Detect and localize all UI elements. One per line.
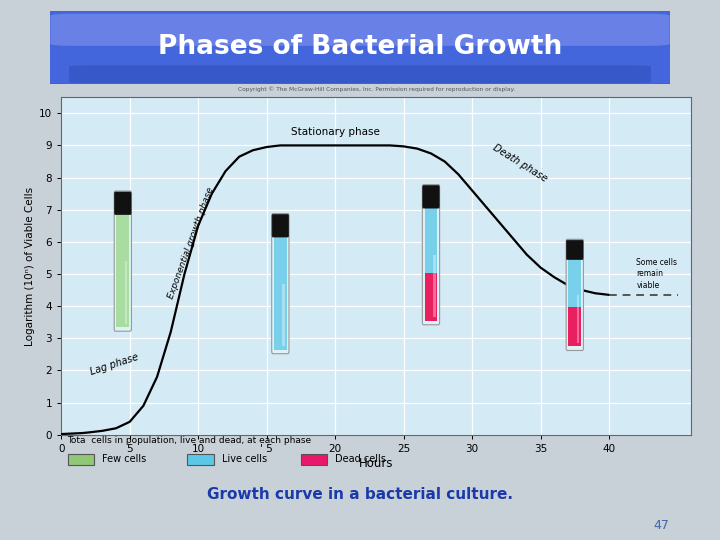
FancyBboxPatch shape (69, 65, 651, 83)
Text: Stationary phase: Stationary phase (291, 127, 379, 137)
Text: Some cells
remain
viable: Some cells remain viable (636, 258, 678, 291)
Text: Few cells: Few cells (102, 454, 146, 464)
Bar (568, 259, 581, 307)
Bar (282, 284, 285, 346)
Bar (274, 236, 287, 349)
Bar (433, 255, 436, 318)
Bar (125, 261, 127, 324)
Bar (68, 454, 94, 465)
Text: Live cells: Live cells (222, 454, 267, 464)
Text: Phases of Bacterial Growth: Phases of Bacterial Growth (158, 34, 562, 60)
Text: Lag phase: Lag phase (89, 352, 140, 377)
FancyBboxPatch shape (423, 185, 440, 325)
FancyBboxPatch shape (423, 186, 439, 208)
Bar (301, 454, 327, 465)
Bar (425, 273, 438, 321)
FancyBboxPatch shape (272, 214, 289, 237)
FancyBboxPatch shape (114, 192, 131, 214)
Text: Tota  cells in population, live and dead, at each phase: Tota cells in population, live and dead,… (68, 436, 312, 445)
Bar (568, 307, 581, 346)
Bar (117, 213, 130, 327)
Text: 47: 47 (654, 519, 670, 532)
Text: Copyright © The McGraw-Hill Companies, Inc. Permission required for reproduction: Copyright © The McGraw-Hill Companies, I… (238, 86, 515, 92)
FancyBboxPatch shape (13, 6, 707, 88)
Bar (187, 454, 214, 465)
Bar (577, 295, 580, 343)
Text: Exponential growth phase: Exponential growth phase (167, 186, 216, 300)
FancyBboxPatch shape (114, 191, 132, 331)
Bar (425, 207, 438, 273)
Text: Death phase: Death phase (491, 143, 549, 184)
Text: Dead cells: Dead cells (336, 454, 386, 464)
Y-axis label: Logarithm (10ⁿ) of Viable Cells: Logarithm (10ⁿ) of Viable Cells (25, 186, 35, 346)
FancyBboxPatch shape (50, 14, 670, 46)
Text: Growth curve in a bacterial culture.: Growth curve in a bacterial culture. (207, 487, 513, 502)
X-axis label: Hours: Hours (359, 456, 393, 469)
FancyBboxPatch shape (271, 213, 289, 354)
FancyBboxPatch shape (38, 11, 682, 84)
FancyBboxPatch shape (566, 239, 583, 350)
FancyBboxPatch shape (567, 240, 583, 260)
